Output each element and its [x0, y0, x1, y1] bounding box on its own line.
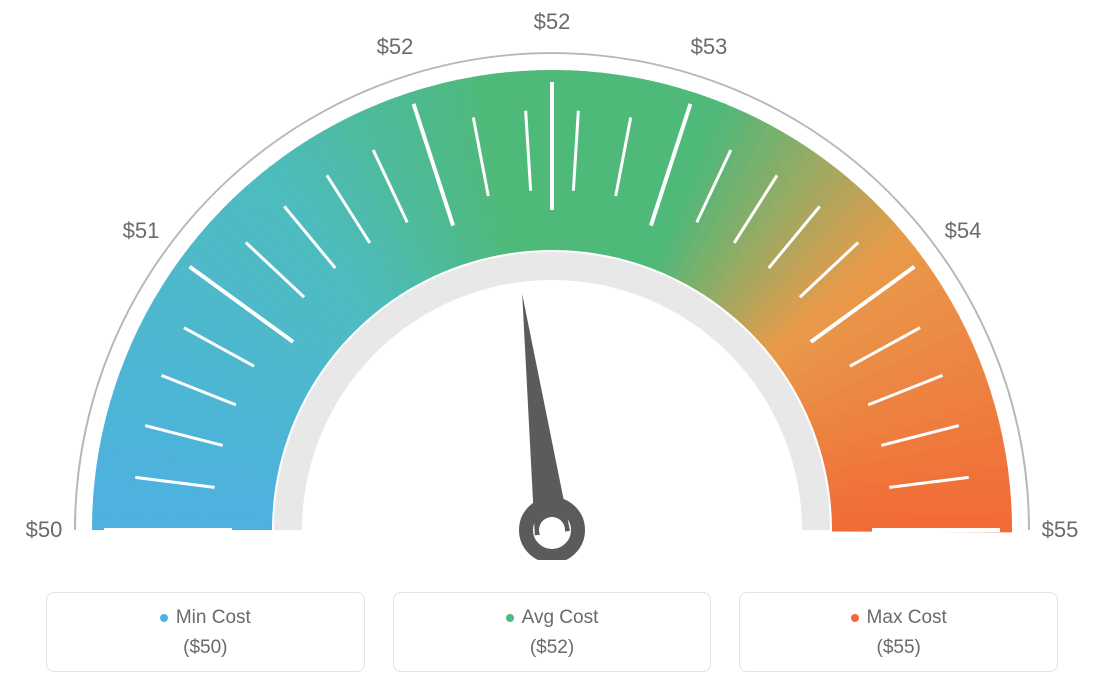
- legend-value-min: ($50): [57, 637, 354, 659]
- gauge-area: $50 $51 $52 $52 $53 $54 $55: [0, 0, 1104, 560]
- legend-title-min: Min Cost: [176, 607, 251, 629]
- tick-label: $52: [377, 34, 414, 60]
- legend-row: Min Cost ($50) Avg Cost ($52) Max Cost (…: [0, 592, 1104, 672]
- tick-label: $53: [691, 34, 728, 60]
- tick-label: $54: [945, 218, 982, 244]
- legend-dot-max: [851, 614, 859, 622]
- legend-card-min: Min Cost ($50): [46, 592, 365, 672]
- legend-card-avg: Avg Cost ($52): [393, 592, 712, 672]
- legend-value-avg: ($52): [404, 637, 701, 659]
- legend-dot-min: [160, 614, 168, 622]
- legend-title-avg: Avg Cost: [522, 607, 599, 629]
- tick-label: $52: [534, 9, 571, 35]
- tick-label: $55: [1042, 517, 1079, 543]
- legend-dot-avg: [506, 614, 514, 622]
- cost-gauge-chart: $50 $51 $52 $52 $53 $54 $55 Min Cost ($50) Avg…: [0, 0, 1104, 690]
- gauge-svg: [0, 0, 1104, 560]
- legend-value-max: ($55): [750, 637, 1047, 659]
- tick-label: $51: [123, 218, 160, 244]
- legend-title-max: Max Cost: [867, 607, 947, 629]
- legend-card-max: Max Cost ($55): [739, 592, 1058, 672]
- tick-label: $50: [26, 517, 63, 543]
